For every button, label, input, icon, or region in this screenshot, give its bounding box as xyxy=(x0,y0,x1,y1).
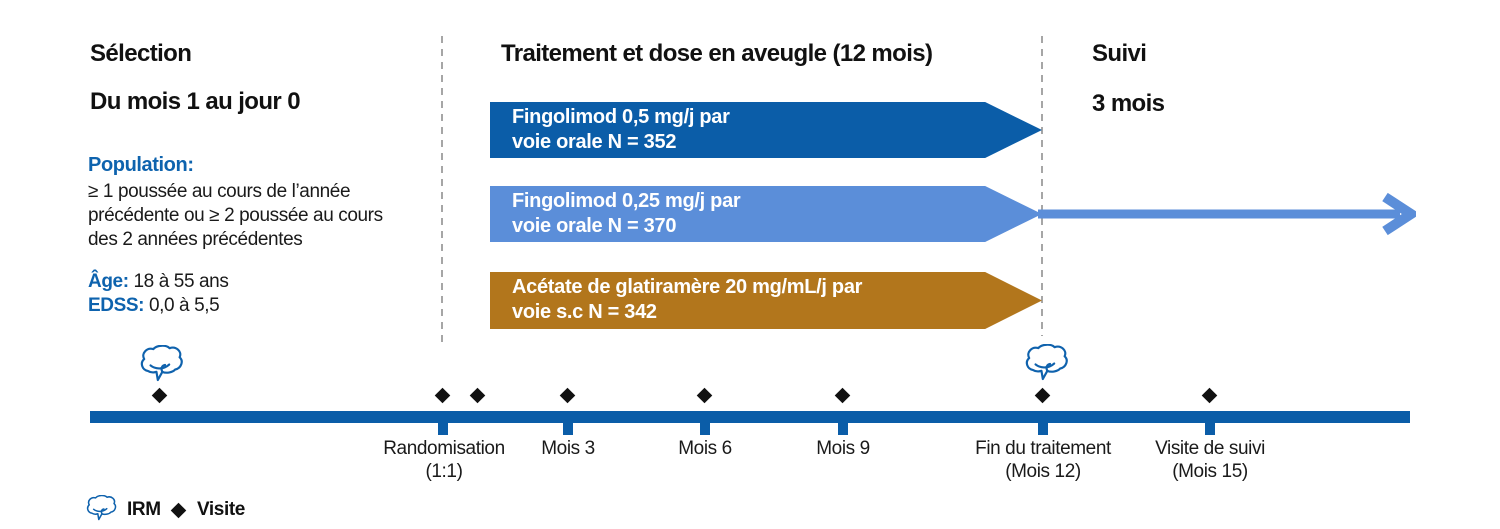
timeline-label-mois-3: Mois 3 xyxy=(448,437,688,460)
age-criterion: Âge: 18 à 55 ans xyxy=(88,271,229,293)
timeline-label-line: Mois 3 xyxy=(541,438,595,459)
treatment-phase-title: Traitement et dose en aveugle (12 mois) xyxy=(501,40,933,67)
visit-diamond-icon xyxy=(559,387,576,404)
timeline-label-visite-suivi: Visite de suivi (Mois 15) xyxy=(1090,437,1330,483)
treatment-arm-fingolimod-0-5: Fingolimod 0,5 mg/j par voie orale N = 3… xyxy=(490,102,1042,158)
followup-phase-title: Suivi xyxy=(1092,40,1147,67)
edss-label: EDSS: xyxy=(88,295,145,316)
visit-diamond-icon xyxy=(469,387,486,404)
treatment-arm-fingolimod-0-25: Fingolimod 0,25 mg/j par voie orale N = … xyxy=(490,186,1042,242)
arm-label-line: Acétate de glatiramère 20 mg/mL/j par xyxy=(512,276,863,298)
arm-label-line: voie orale N = 370 xyxy=(512,215,677,237)
age-label: Âge: xyxy=(88,271,129,292)
treatment-arm-glatiramer-acetate: Acétate de glatiramère 20 mg/mL/j par vo… xyxy=(490,272,1042,329)
followup-phase-period: 3 mois xyxy=(1092,90,1165,117)
mri-brain-legend-icon xyxy=(85,495,117,523)
population-criteria-line: précédente ou ≥ 2 poussée au cours xyxy=(88,205,383,226)
arm-label-line: voie orale N = 352 xyxy=(512,131,677,153)
population-criteria: ≥ 1 poussée au cours de l’année précéden… xyxy=(88,180,383,252)
timeline-tick-randomisation xyxy=(438,423,448,435)
edss-criterion: EDSS: 0,0 à 5,5 xyxy=(88,295,220,317)
population-criteria-line: des 2 années précédentes xyxy=(88,229,303,250)
timeline-label-mois-9: Mois 9 xyxy=(723,437,963,460)
timeline-label-line: (1:1) xyxy=(425,461,463,482)
timeline-label-line: (Mois 12) xyxy=(1005,461,1081,482)
mri-brain-icon xyxy=(138,345,184,385)
timeline-label-line: Mois 6 xyxy=(678,438,732,459)
visit-diamond-icon xyxy=(1201,387,1218,404)
legend-irm-label: IRM xyxy=(127,499,161,520)
visit-diamond-icon xyxy=(151,387,168,404)
selection-phase-period: Du mois 1 au jour 0 xyxy=(90,88,301,115)
mri-brain-icon xyxy=(1023,344,1069,384)
timeline-label-line: (Mois 15) xyxy=(1172,461,1248,482)
timeline-label-line: Fin du traitement xyxy=(975,438,1111,459)
timeline-bar xyxy=(90,411,1410,423)
age-value: 18 à 55 ans xyxy=(133,271,229,292)
timeline-label-line: Mois 9 xyxy=(816,438,870,459)
visit-diamond-icon xyxy=(834,387,851,404)
visit-diamond-icon xyxy=(696,387,713,404)
timeline-tick-fin-traitement xyxy=(1038,423,1048,435)
visit-diamond-icon xyxy=(1034,387,1051,404)
timeline-tick-mois-9 xyxy=(838,423,848,435)
timeline-label-fin-traitement: Fin du traitement (Mois 12) xyxy=(923,437,1163,483)
population-label: Population: xyxy=(88,154,194,176)
visit-diamond-legend-icon xyxy=(170,502,187,519)
phase-divider-randomisation xyxy=(441,36,443,344)
followup-arrow-icon xyxy=(1038,192,1416,236)
arm-label-line: Fingolimod 0,25 mg/j par xyxy=(512,190,741,212)
arm-label-line: voie s.c N = 342 xyxy=(512,301,657,323)
phase-divider-end-of-treatment xyxy=(1041,36,1043,336)
population-criteria-line: ≥ 1 poussée au cours de l’année xyxy=(88,181,351,202)
timeline-label-line: Randomisation xyxy=(383,438,505,459)
timeline-tick-mois-6 xyxy=(700,423,710,435)
timeline-tick-visite-suivi xyxy=(1205,423,1215,435)
selection-phase-title: Sélection xyxy=(90,40,192,67)
visit-diamond-icon xyxy=(434,387,451,404)
timeline-tick-mois-3 xyxy=(563,423,573,435)
timeline-label-mois-6: Mois 6 xyxy=(585,437,825,460)
timeline-label-line: Visite de suivi xyxy=(1155,438,1265,459)
timeline-label-randomisation: Randomisation (1:1) xyxy=(324,437,564,483)
edss-value: 0,0 à 5,5 xyxy=(148,295,220,316)
legend-visite-label: Visite xyxy=(197,499,245,520)
arm-label-line: Fingolimod 0,5 mg/j par xyxy=(512,106,730,128)
